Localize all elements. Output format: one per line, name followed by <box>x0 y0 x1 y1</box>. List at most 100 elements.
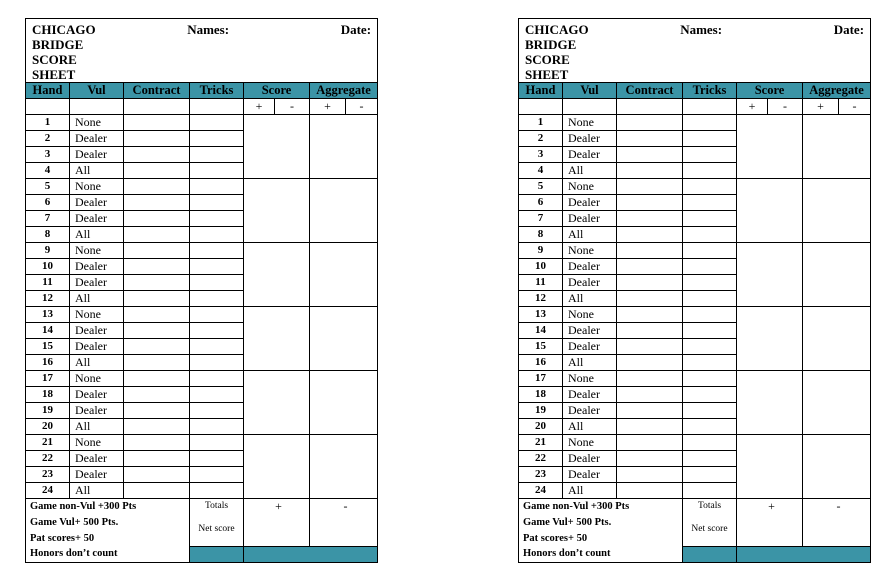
contract-cell[interactable] <box>616 210 683 227</box>
tricks-cell[interactable] <box>189 258 244 275</box>
contract-cell[interactable] <box>616 274 683 291</box>
contract-cell[interactable] <box>616 402 683 419</box>
score-cell[interactable] <box>736 434 803 499</box>
tricks-cell[interactable] <box>682 338 737 355</box>
tricks-cell[interactable] <box>682 434 737 451</box>
aggregate-cell[interactable] <box>308 370 379 435</box>
tricks-cell[interactable] <box>682 466 737 483</box>
tricks-cell[interactable] <box>682 418 737 435</box>
tricks-cell[interactable] <box>189 146 244 163</box>
tricks-cell[interactable] <box>189 210 244 227</box>
score-cell[interactable] <box>736 114 803 179</box>
contract-cell[interactable] <box>616 114 683 131</box>
contract-cell[interactable] <box>616 386 683 403</box>
contract-cell[interactable] <box>123 226 190 243</box>
blank-cell[interactable] <box>616 98 683 115</box>
contract-cell[interactable] <box>616 434 683 451</box>
contract-cell[interactable] <box>616 242 683 259</box>
tricks-cell[interactable] <box>189 194 244 211</box>
tricks-cell[interactable] <box>682 178 737 195</box>
tricks-cell[interactable] <box>189 450 244 467</box>
blank-cell[interactable] <box>682 98 737 115</box>
total-minus-cell[interactable]: - <box>801 498 872 547</box>
aggregate-cell[interactable] <box>308 434 379 499</box>
tricks-cell[interactable] <box>682 322 737 339</box>
score-cell[interactable] <box>736 370 803 435</box>
tricks-cell[interactable] <box>682 130 737 147</box>
tricks-cell[interactable] <box>682 114 737 131</box>
aggregate-cell[interactable] <box>801 434 872 499</box>
score-cell[interactable] <box>736 178 803 243</box>
blank-cell[interactable] <box>69 98 124 115</box>
blank-cell[interactable] <box>518 98 563 115</box>
tricks-cell[interactable] <box>682 482 737 499</box>
blank-cell[interactable] <box>123 98 190 115</box>
contract-cell[interactable] <box>616 194 683 211</box>
contract-cell[interactable] <box>616 258 683 275</box>
tricks-cell[interactable] <box>682 210 737 227</box>
contract-cell[interactable] <box>123 402 190 419</box>
tricks-cell[interactable] <box>682 370 737 387</box>
contract-cell[interactable] <box>123 338 190 355</box>
score-cell[interactable] <box>736 242 803 307</box>
tricks-cell[interactable] <box>682 242 737 259</box>
tricks-cell[interactable] <box>189 322 244 339</box>
score-cell[interactable] <box>243 434 310 499</box>
total-minus-cell[interactable]: - <box>308 498 379 547</box>
blank-cell[interactable] <box>25 98 70 115</box>
tricks-cell[interactable] <box>189 290 244 307</box>
contract-cell[interactable] <box>123 290 190 307</box>
score-cell[interactable] <box>243 242 310 307</box>
tricks-cell[interactable] <box>189 482 244 499</box>
blank-cell[interactable] <box>189 98 244 115</box>
score-cell[interactable] <box>243 306 310 371</box>
tricks-cell[interactable] <box>189 306 244 323</box>
contract-cell[interactable] <box>123 194 190 211</box>
tricks-cell[interactable] <box>189 386 244 403</box>
tricks-cell[interactable] <box>189 338 244 355</box>
contract-cell[interactable] <box>616 178 683 195</box>
contract-cell[interactable] <box>616 290 683 307</box>
tricks-cell[interactable] <box>682 306 737 323</box>
contract-cell[interactable] <box>123 242 190 259</box>
tricks-cell[interactable] <box>189 178 244 195</box>
tricks-cell[interactable] <box>682 354 737 371</box>
aggregate-cell[interactable] <box>308 306 379 371</box>
blank-cell[interactable] <box>562 98 617 115</box>
contract-cell[interactable] <box>123 370 190 387</box>
contract-cell[interactable] <box>123 354 190 371</box>
contract-cell[interactable] <box>616 226 683 243</box>
score-cell[interactable] <box>243 178 310 243</box>
aggregate-cell[interactable] <box>308 242 379 307</box>
contract-cell[interactable] <box>616 418 683 435</box>
contract-cell[interactable] <box>616 130 683 147</box>
total-plus-cell[interactable]: + <box>736 498 803 547</box>
contract-cell[interactable] <box>123 482 190 499</box>
aggregate-cell[interactable] <box>801 370 872 435</box>
tricks-cell[interactable] <box>682 386 737 403</box>
tricks-cell[interactable] <box>682 226 737 243</box>
tricks-cell[interactable] <box>189 354 244 371</box>
tricks-cell[interactable] <box>189 114 244 131</box>
contract-cell[interactable] <box>616 466 683 483</box>
contract-cell[interactable] <box>123 178 190 195</box>
tricks-cell[interactable] <box>189 370 244 387</box>
tricks-cell[interactable] <box>189 402 244 419</box>
contract-cell[interactable] <box>123 306 190 323</box>
total-plus-cell[interactable]: + <box>243 498 310 547</box>
tricks-cell[interactable] <box>682 146 737 163</box>
tricks-cell[interactable] <box>189 466 244 483</box>
tricks-cell[interactable] <box>682 290 737 307</box>
aggregate-cell[interactable] <box>801 114 872 179</box>
contract-cell[interactable] <box>616 162 683 179</box>
tricks-cell[interactable] <box>189 130 244 147</box>
aggregate-cell[interactable] <box>308 114 379 179</box>
score-cell[interactable] <box>243 114 310 179</box>
aggregate-cell[interactable] <box>801 306 872 371</box>
score-cell[interactable] <box>243 370 310 435</box>
tricks-cell[interactable] <box>682 258 737 275</box>
contract-cell[interactable] <box>123 434 190 451</box>
contract-cell[interactable] <box>123 258 190 275</box>
score-cell[interactable] <box>736 306 803 371</box>
contract-cell[interactable] <box>123 146 190 163</box>
